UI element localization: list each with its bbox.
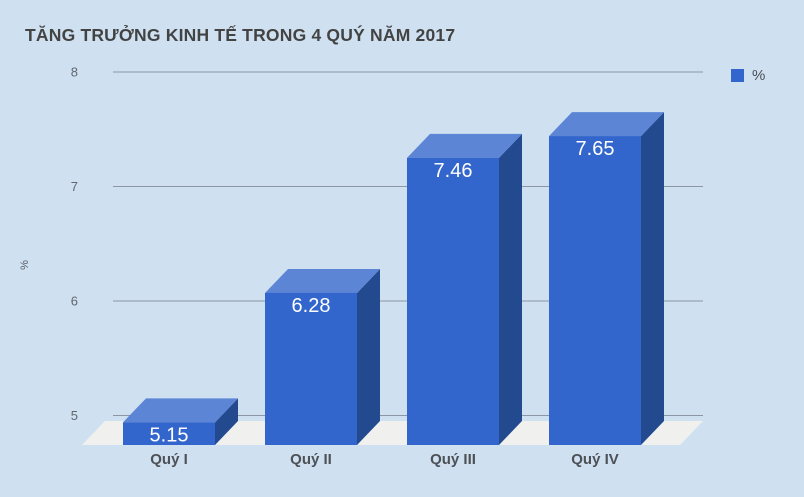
bar-qu-iv[interactable]: [549, 136, 641, 445]
x-axis-label-qu-i: Quý I: [150, 451, 188, 468]
chart-title: TĂNG TRƯỞNG KINH TẾ TRONG 4 QUÝ NĂM 2017: [25, 25, 456, 45]
bar-qu-iii-side: [499, 133, 522, 445]
bar-qu-iv-side: [641, 112, 664, 445]
legend-swatch-icon: [731, 69, 744, 82]
bar-qu-i[interactable]: [123, 422, 215, 445]
bar-value-label: 6.28: [292, 295, 331, 317]
x-axis-label-qu-iv: Quý IV: [571, 451, 619, 468]
bar-value-label: 5.15: [150, 424, 189, 446]
y-axis-tick: 6: [71, 294, 78, 309]
chart-floor: [82, 421, 703, 445]
bar-qu-iii[interactable]: [407, 157, 499, 445]
bar-qu-ii[interactable]: [265, 292, 357, 445]
bar-qu-ii-top: [265, 268, 380, 293]
y-axis-tick: 7: [71, 179, 78, 194]
bar-qu-iii-top: [407, 133, 522, 158]
bar-qu-ii-side: [357, 268, 380, 445]
x-axis-label-qu-ii: Quý II: [290, 451, 332, 468]
y-axis-tick: 5: [71, 408, 78, 423]
bar-value-label: 7.46: [434, 160, 473, 182]
legend-label: %: [752, 67, 766, 84]
bar-qu-i-top: [123, 398, 238, 423]
legend: %: [731, 67, 765, 84]
bar-qu-i-side: [215, 398, 238, 445]
bar-qu-iv-top: [549, 112, 664, 137]
y-axis-tick: 8: [71, 65, 78, 80]
bar-value-label: 7.65: [576, 138, 615, 160]
x-axis-label-qu-iii: Quý III: [430, 451, 476, 468]
